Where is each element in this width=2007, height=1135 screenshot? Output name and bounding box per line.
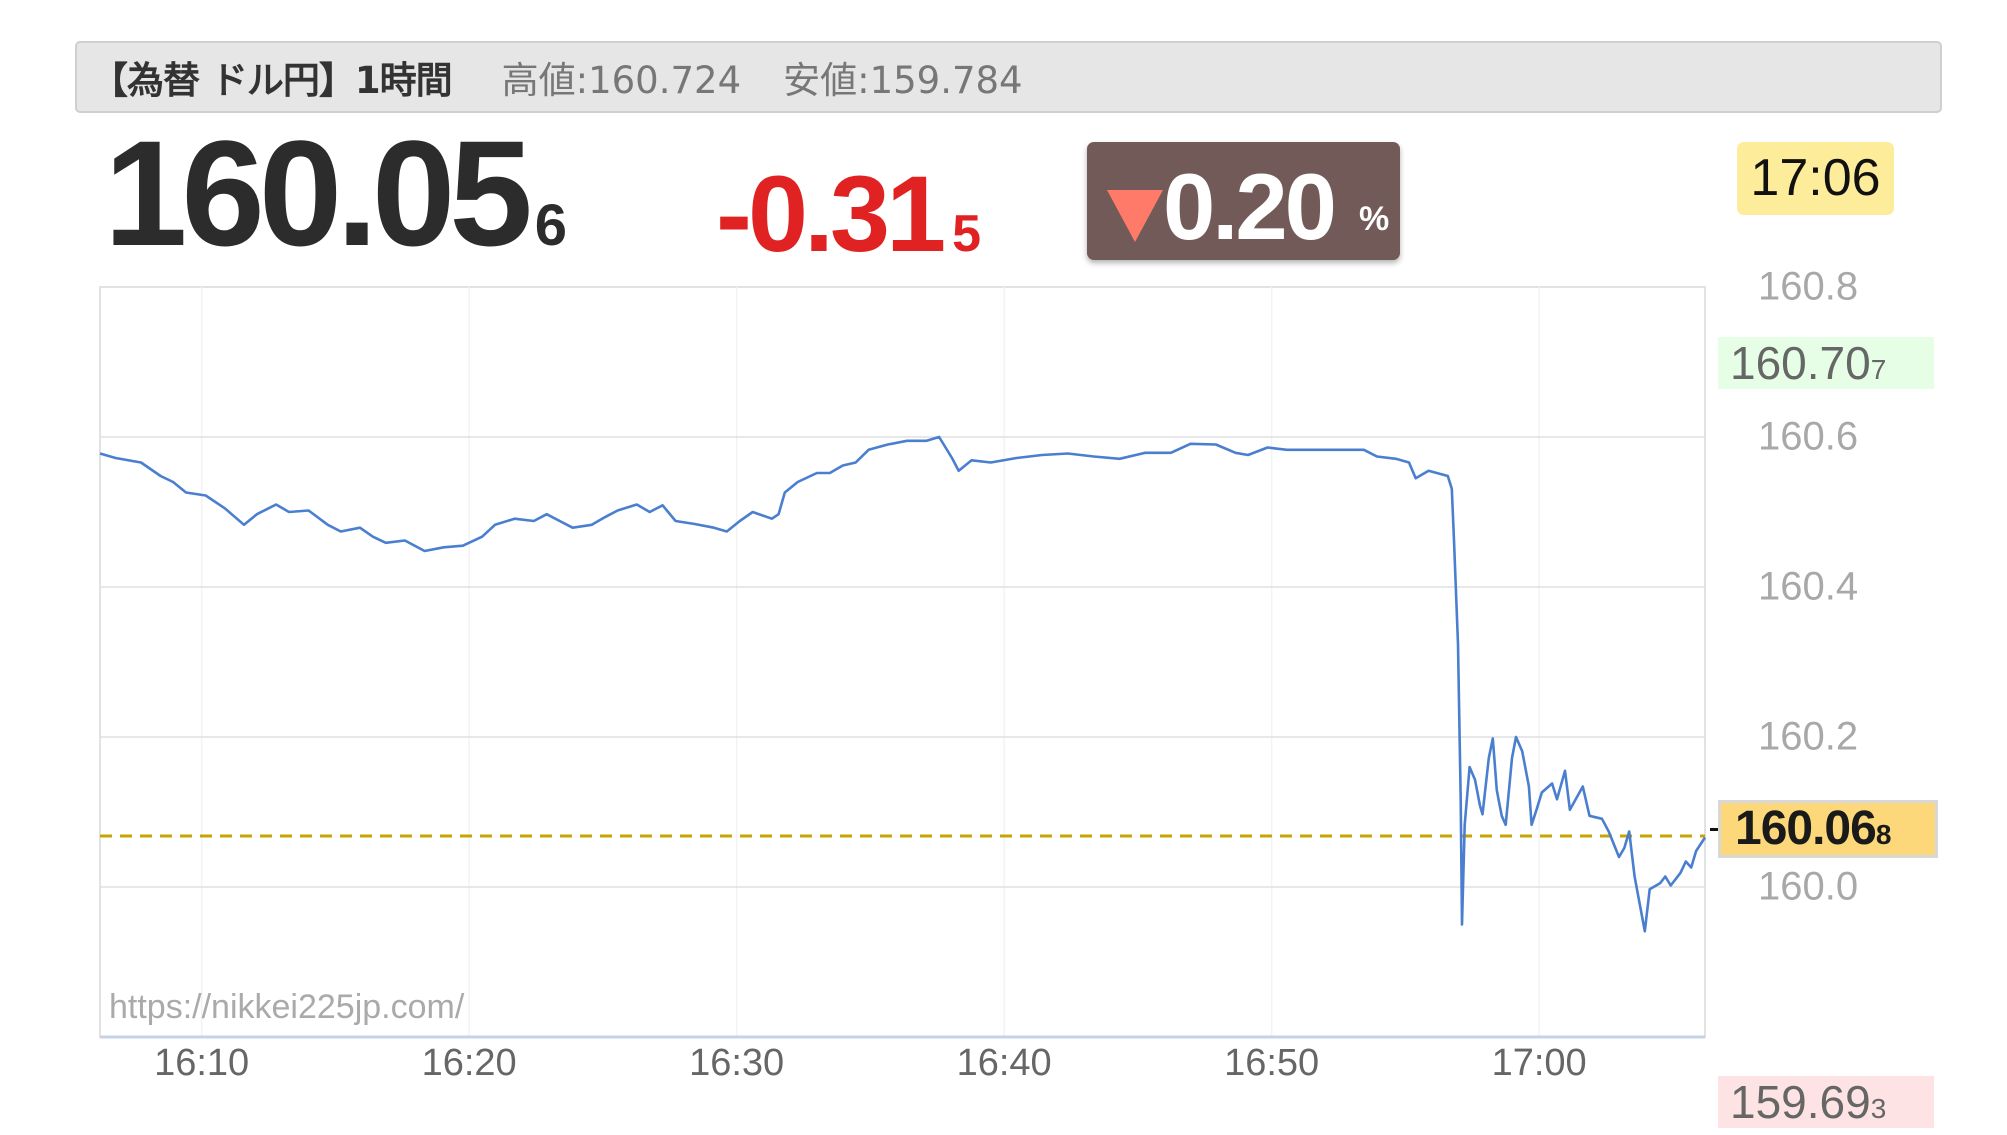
low-label-digit: 3 — [1870, 1093, 1887, 1124]
change-main: -0.31 — [716, 153, 946, 274]
change-last-digit: 5 — [952, 205, 982, 263]
price-line — [99, 435, 1707, 933]
x-tick-label: 16:50 — [1224, 1042, 1320, 1084]
y-tick-label: 160.8 — [1758, 264, 1859, 309]
change-percent-badge: 0.20 % — [1087, 142, 1400, 260]
y-tick-label: 160.4 — [1758, 564, 1859, 609]
price-change: -0.31 5 — [716, 160, 981, 268]
percent-sign: % — [1359, 200, 1390, 238]
plot-area — [99, 286, 1706, 1038]
high-label-digit: 7 — [1870, 354, 1887, 385]
chart-header-bar: 【為替 ドル円】1時間 高値:160.724 安値:159.784 — [75, 41, 1942, 113]
x-tick-label: 16:30 — [689, 1042, 785, 1084]
price-main: 160.05 — [104, 109, 533, 277]
y-tick-label: 160.0 — [1758, 864, 1859, 909]
high-price-label: 160.707 — [1718, 337, 1934, 389]
x-tick-label: 17:00 — [1491, 1042, 1587, 1084]
price-last-digit: 6 — [534, 193, 568, 258]
current-price-label: 160.068 — [1718, 800, 1938, 858]
chart-title: 【為替 ドル円】1時間 — [91, 59, 453, 102]
update-time: 17:06 — [1737, 142, 1894, 215]
low-value: 安値:159.784 — [783, 59, 1023, 102]
down-triangle-icon — [1107, 190, 1163, 242]
current-price: 160.05 6 — [104, 118, 567, 268]
current-label-digit: 8 — [1875, 819, 1892, 850]
low-label-main: 159.69 — [1730, 1076, 1871, 1128]
current-label-main: 160.06 — [1735, 802, 1877, 855]
y-tick-label: 160.2 — [1758, 714, 1859, 759]
low-price-label: 159.693 — [1718, 1076, 1934, 1128]
x-tick-label: 16:40 — [956, 1042, 1052, 1084]
high-label-main: 160.70 — [1730, 337, 1871, 389]
y-tick-label: 160.6 — [1758, 414, 1859, 459]
x-tick-label: 16:20 — [421, 1042, 517, 1084]
change-percent: 0.20 — [1163, 154, 1337, 259]
x-tick-label: 16:10 — [154, 1042, 250, 1084]
current-price-tick — [1710, 828, 1723, 831]
high-value: 高値:160.724 — [501, 59, 742, 102]
watermark-url: https://nikkei225jp.com/ — [109, 988, 465, 1026]
